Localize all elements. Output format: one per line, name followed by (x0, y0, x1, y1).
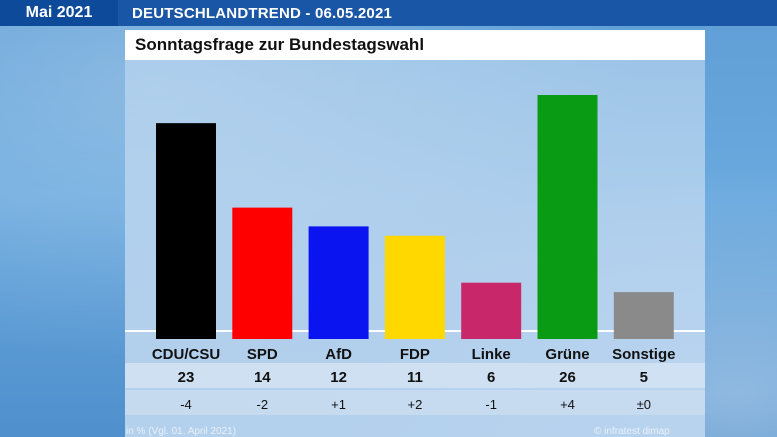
category-label: SPD (247, 346, 278, 363)
changes-row-band (125, 390, 705, 415)
month-label: Mai 2021 (0, 0, 118, 26)
bar-grüne (537, 95, 598, 339)
value-label: 14 (254, 369, 271, 386)
category-label: Linke (472, 346, 511, 363)
value-label: 26 (559, 369, 576, 386)
footer-note: in % (Vgl. 01. April 2021) (126, 426, 237, 437)
chart-subtitle: Sonntagsfrage zur Bundestagswahl (125, 30, 705, 60)
bar-linke (461, 282, 522, 339)
source-note: © infratest dimap (594, 426, 670, 437)
category-label: CDU/CSU (152, 346, 220, 363)
bar-cdu-csu (156, 123, 216, 340)
category-label: FDP (400, 346, 430, 363)
trend-title: DEUTSCHLANDTREND - 06.05.2021 (132, 4, 393, 22)
category-label: Grüne (545, 346, 589, 363)
change-label: +1 (331, 397, 346, 412)
value-label: 23 (178, 369, 195, 386)
value-label: 6 (487, 369, 495, 386)
value-label: 11 (407, 369, 423, 386)
bar-fdp (384, 235, 445, 339)
bar-afd (308, 226, 369, 339)
header-bar: Mai 2021 DEUTSCHLANDTREND - 06.05.2021 (0, 0, 777, 26)
bar-sonstige (613, 292, 674, 339)
change-label: -2 (257, 397, 269, 412)
values-row-band (125, 363, 705, 388)
value-label: 5 (640, 369, 648, 386)
change-label: +2 (407, 397, 422, 412)
category-label: AfD (325, 346, 352, 363)
category-label: Sonstige (612, 346, 675, 363)
bar-spd (232, 207, 293, 339)
value-label: 12 (330, 369, 347, 386)
change-label: -4 (180, 397, 192, 412)
change-label: +4 (560, 397, 575, 412)
change-label: ±0 (637, 397, 651, 412)
change-label: -1 (485, 397, 497, 412)
